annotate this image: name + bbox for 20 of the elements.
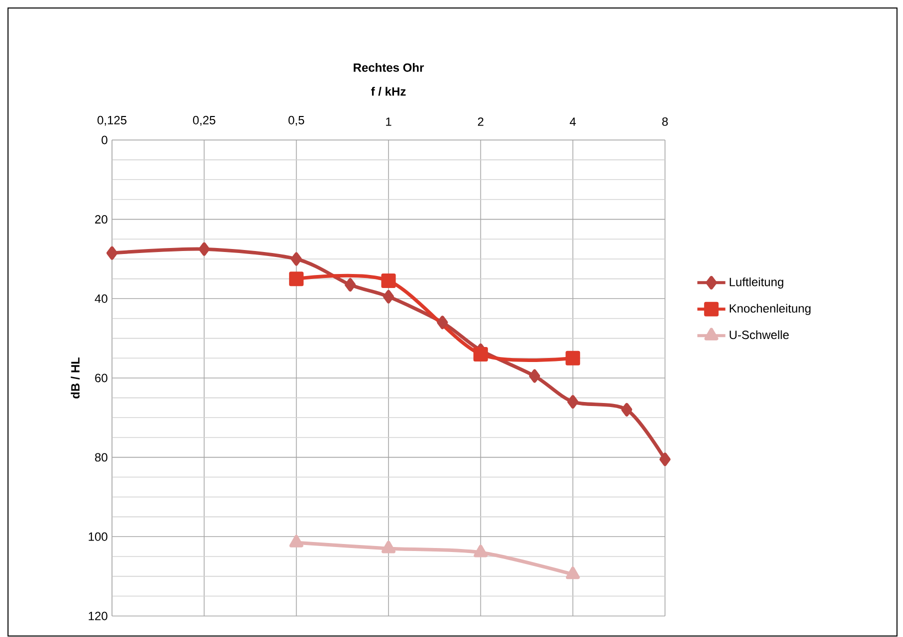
y-axis-title: dB / HL (70, 357, 80, 398)
y-tick-label: 0 (102, 136, 108, 144)
x-axis-title: f / kHz (371, 86, 406, 96)
x-tick-label: 2 (478, 117, 484, 126)
x-tick-label: 0,25 (193, 116, 216, 126)
x-tick-label: 0,125 (98, 116, 126, 126)
y-tick-label: 80 (95, 453, 108, 462)
legend-label: Luftleitung (730, 277, 784, 289)
y-tick-label: 20 (95, 215, 108, 224)
chart-title: Rechtes Ohr (354, 63, 424, 72)
x-tick-label: 8 (662, 117, 668, 126)
legend-label: U-Schwelle (730, 330, 789, 340)
y-tick-label: 40 (94, 294, 108, 303)
y-tick-label: 60 (95, 374, 108, 382)
x-tick-label: 0,5 (288, 116, 304, 126)
x-tick-label: 1 (386, 118, 392, 126)
x-tick-label: 4 (570, 118, 576, 126)
y-tick-label: 100 (88, 532, 108, 541)
legend-label: Knochenleitung (730, 304, 810, 316)
y-tick-label: 120 (88, 612, 108, 620)
